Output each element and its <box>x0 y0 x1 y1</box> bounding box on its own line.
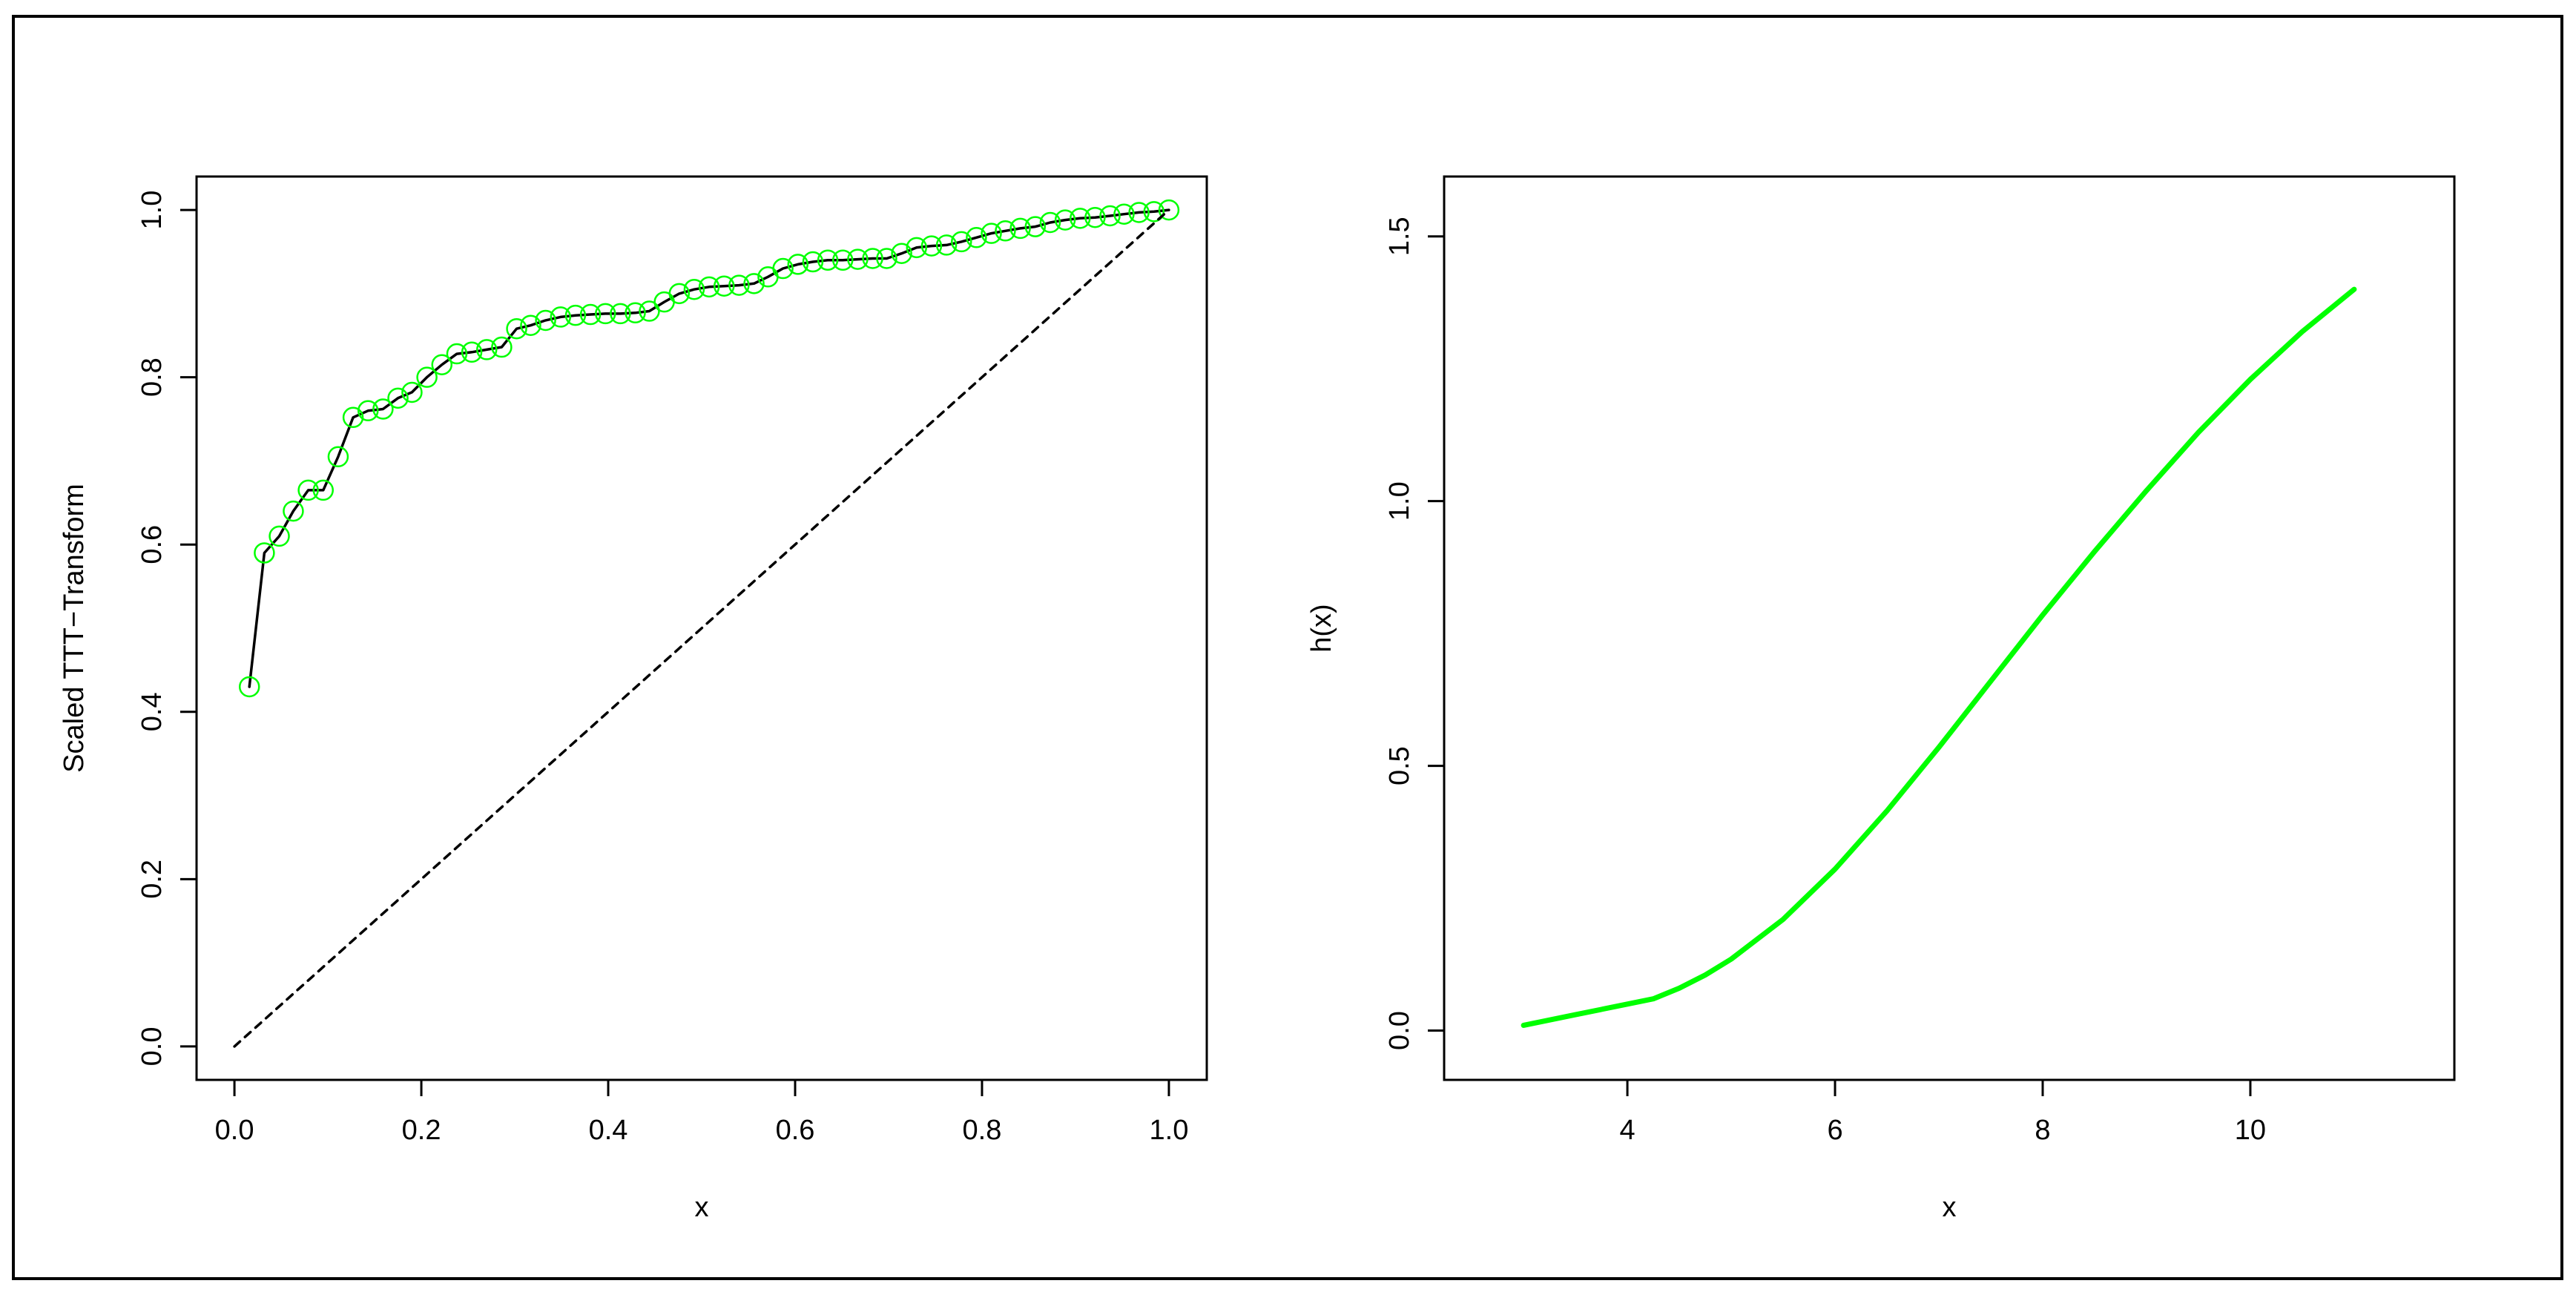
ttt-data-point <box>966 227 987 248</box>
ttt-data-point <box>728 274 750 296</box>
ttt-data-point <box>401 381 423 403</box>
ttt-data-point <box>327 446 349 468</box>
ttt-x-axis-title: x <box>695 1192 709 1223</box>
ttt-data-point <box>238 676 260 698</box>
hazard-y-tick-label: 1.0 <box>1384 481 1415 521</box>
ttt-data-point <box>312 479 335 501</box>
ttt-data-point <box>594 303 616 325</box>
ttt-x-axis: 0.0 0.2 0.4 0.6 0.8 1.0 <box>215 1078 1189 1146</box>
ttt-data-point <box>564 304 587 326</box>
ttt-data-point <box>1084 206 1106 228</box>
ttt-data-point <box>787 254 809 275</box>
ttt-data-point <box>862 248 883 269</box>
hazard-y-tick-label: 0.5 <box>1384 746 1415 785</box>
ttt-data-point <box>269 525 290 547</box>
ttt-x-tick-label: 0.6 <box>776 1115 815 1146</box>
ttt-data-point <box>283 500 304 522</box>
ttt-data-point <box>1024 216 1047 237</box>
ttt-data-point <box>847 248 869 270</box>
ttt-data-point <box>1158 199 1180 221</box>
ttt-data-point <box>1113 203 1135 225</box>
hazard-plot-panel: 4 6 8 10 0.0 0.5 1.0 1.5 x h(x) <box>1306 175 2456 1223</box>
ttt-data-point <box>475 339 498 360</box>
ttt-data-point <box>1009 217 1031 240</box>
ttt-data-point <box>1143 201 1165 223</box>
ttt-y-axis: 0.0 0.2 0.4 0.6 0.8 1.0 <box>136 191 198 1067</box>
ttt-data-point <box>520 314 541 336</box>
hazard-y-tick-label: 1.5 <box>1384 217 1415 256</box>
ttt-data-point <box>698 276 720 298</box>
ttt-x-tick-label: 0.8 <box>963 1115 1002 1146</box>
ttt-series-1-line <box>233 208 1170 1048</box>
figure-outer-border <box>12 15 2563 1280</box>
ttt-y-tick-label: 0.6 <box>136 525 168 564</box>
ttt-series-layer <box>233 199 1180 1048</box>
ttt-x-tick-label: 1.0 <box>1150 1115 1189 1146</box>
hazard-y-axis: 0.0 0.5 1.0 1.5 <box>1384 217 1446 1050</box>
ttt-y-tick-label: 0.8 <box>136 357 168 397</box>
ttt-data-point <box>579 303 602 326</box>
ttt-data-point <box>772 257 794 280</box>
ttt-data-point <box>625 302 646 324</box>
ttt-data-point <box>550 306 572 328</box>
ttt-data-point <box>831 249 854 271</box>
hazard-y-axis-title: h(x) <box>1306 604 1337 652</box>
hazard-x-axis: 4 6 8 10 <box>1619 1078 2266 1146</box>
hazard-x-tick-label: 8 <box>2035 1115 2050 1146</box>
ttt-x-tick-label: 0.2 <box>402 1115 441 1146</box>
ttt-data-point <box>876 248 897 269</box>
ttt-data-point <box>372 398 394 420</box>
hazard-x-tick-label: 4 <box>1619 1115 1635 1146</box>
ttt-data-point <box>995 220 1016 242</box>
hazard-x-tick-label: 6 <box>1827 1115 1842 1146</box>
ttt-data-point <box>416 366 438 388</box>
hazard-series-layer <box>1521 286 2357 1028</box>
ttt-data-point <box>610 303 631 325</box>
ttt-data-point <box>1128 202 1150 223</box>
ttt-data-point <box>1054 209 1076 231</box>
ttt-data-point <box>446 343 468 365</box>
ttt-data-point <box>506 317 527 340</box>
ttt-data-point <box>817 249 839 271</box>
ttt-data-point <box>431 354 453 375</box>
ttt-y-axis-title: Scaled TTT−Transform <box>59 484 90 773</box>
ttt-x-tick-label: 0.4 <box>589 1115 628 1146</box>
ttt-data-point <box>1099 205 1121 227</box>
ttt-data-point <box>891 243 912 264</box>
ttt-y-tick-label: 1.0 <box>136 191 168 230</box>
ttt-data-point <box>297 479 319 501</box>
ttt-data-point <box>935 234 958 256</box>
ttt-data-point <box>491 336 513 358</box>
ttt-data-point <box>668 283 691 305</box>
ttt-data-point <box>535 309 556 332</box>
ttt-data-point <box>920 235 943 257</box>
ttt-data-point <box>639 300 660 322</box>
hazard-x-axis-title: x <box>1943 1192 1957 1223</box>
ttt-plot-panel: 0.0 0.2 0.4 0.6 0.8 1.0 0.00.20.40.60.81.0 x … <box>59 175 1208 1223</box>
ttt-data-point <box>342 406 364 429</box>
ttt-data-point <box>713 275 735 297</box>
ttt-data-point <box>906 237 928 259</box>
ttt-data-point <box>1069 208 1091 229</box>
ttt-data-point <box>981 223 1002 244</box>
hazard-series-0-line <box>1521 286 2357 1028</box>
ttt-data-point <box>802 251 824 273</box>
ttt-data-point <box>743 273 765 294</box>
ttt-data-point <box>683 278 705 300</box>
ttt-x-tick-label: 0.0 <box>215 1115 254 1146</box>
ttt-data-point <box>254 542 275 564</box>
ttt-data-point <box>357 400 379 422</box>
ttt-data-point <box>1039 211 1061 234</box>
ttt-y-tick-label: 0.2 <box>136 860 168 899</box>
ttt-y-tick-label: 0.0 <box>136 1027 168 1067</box>
ttt-data-point <box>950 231 972 253</box>
hazard-y-tick-label: 0.0 <box>1384 1011 1415 1050</box>
ttt-data-point <box>387 387 409 409</box>
ttt-y-tick-label: 0.4 <box>136 692 168 731</box>
hazard-x-tick-label: 10 <box>2235 1115 2266 1146</box>
ttt-data-point <box>461 341 483 363</box>
